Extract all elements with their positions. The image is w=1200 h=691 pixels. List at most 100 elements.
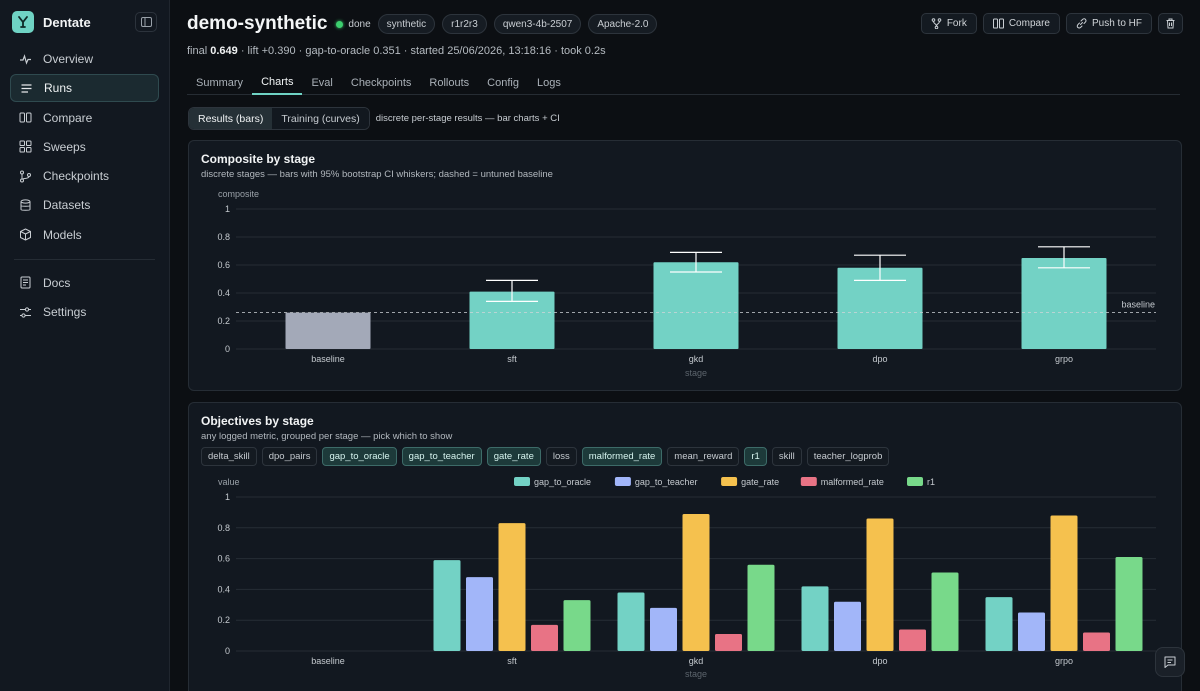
bar-malformed_rate-sft [531, 624, 558, 651]
push-to-hf-button[interactable]: Push to HF [1065, 13, 1152, 34]
metric-chips: delta_skill dpo_pairs gap_to_oracle gap_to_… [201, 447, 894, 466]
sidebar-divider [14, 258, 155, 260]
bar-gate_rate-sft [498, 523, 526, 651]
card-subtitle: discrete stages — bars with 95% bootstra… [201, 169, 553, 180]
composite-chart: 0 0.2 0.4 0.6 0.8 1 composite baseline sft gkd dpo… [217, 189, 1156, 378]
legend-label: malformed_rate [821, 477, 884, 487]
metric-chip-gate-rate[interactable]: gate_rate [486, 447, 541, 466]
results-bars-toggle[interactable]: Results (bars) [189, 108, 273, 129]
composite-card: Composite by stage discrete stages — bar… [188, 140, 1182, 391]
x-tick-label: baseline [311, 354, 345, 364]
sidebar-item-checkpoints[interactable]: Checkpoints [10, 162, 159, 190]
bar-r1-sft [563, 600, 591, 651]
y-tick-label: 0.8 [217, 232, 230, 242]
brand[interactable]: Dentate [12, 11, 91, 33]
metric-chip-mean-reward[interactable]: mean_reward [667, 447, 740, 466]
bar-grpo [1021, 258, 1107, 349]
training-curves-toggle[interactable]: Training (curves) [272, 108, 369, 129]
chart-legend: gap_to_oracle gap_to_teacher gate_rate malf… [514, 477, 935, 487]
objectives-chart: 0 0.2 0.4 0.6 0.8 1 value gap_to_oracle gap_to_t… [217, 477, 1156, 679]
metric-chip-loss[interactable]: loss [545, 447, 577, 466]
main-content: demo-synthetic done synthetic r1r2r3 qwe… [170, 0, 1200, 691]
bar-gate_rate-grpo [1050, 515, 1078, 651]
sidebar-item-datasets[interactable]: Datasets [10, 191, 159, 219]
sidebar-item-label: Settings [43, 305, 87, 320]
tab-logs[interactable]: Logs [536, 76, 561, 89]
metric-chip-malformed-rate[interactable]: malformed_rate [581, 447, 663, 466]
list-icon [20, 82, 33, 95]
metric-chip-teacher-logprob[interactable]: teacher_logprob [806, 447, 890, 466]
tab-rollouts[interactable]: Rollouts [429, 76, 470, 89]
x-tick-label: dpo [872, 354, 887, 364]
final-label: final [187, 45, 208, 57]
metric-chip-skill[interactable]: skill [771, 447, 802, 466]
sidebar-item-label: Overview [43, 52, 94, 66]
sidebar-item-settings[interactable]: Settings [10, 298, 159, 326]
sidebar-item-sweeps[interactable]: Sweeps [10, 133, 159, 161]
legend-label: gap_to_teacher [635, 477, 698, 487]
tab-charts[interactable]: Charts [252, 70, 303, 95]
metric-chip-r1[interactable]: r1 [744, 447, 767, 466]
sidebar-item-compare[interactable]: Compare [10, 104, 159, 132]
compare-button[interactable]: Compare [982, 13, 1060, 34]
metric-chip-gap-to-oracle[interactable]: gap_to_oracle [322, 447, 397, 466]
tab-config[interactable]: Config [487, 76, 519, 89]
chat-button[interactable] [1155, 647, 1185, 677]
run-tag[interactable]: Apache-2.0 [588, 14, 658, 34]
bar-gap_to_teacher-gkd [650, 607, 677, 651]
legend-swatch [907, 477, 923, 486]
sidebar-item-label: Runs [44, 81, 73, 96]
sidebar-item-label: Sweeps [43, 139, 86, 154]
run-tag[interactable]: r1r2r3 [442, 14, 487, 34]
sidebar-item-docs[interactable]: Docs [10, 269, 159, 297]
bar-gap_to_teacher-sft [466, 577, 493, 651]
trash-icon [1166, 18, 1175, 29]
sliders-icon [19, 306, 32, 319]
x-tick-label: baseline [311, 656, 345, 666]
x-axis-label: stage [685, 368, 707, 378]
sidebar-item-overview[interactable]: Overview [10, 45, 159, 73]
card-title: Composite by stage [201, 152, 316, 166]
metric-chip-delta-skill[interactable]: delta_skill [201, 447, 257, 466]
run-tabs: Summary Charts Eval Checkpoints Rollouts… [187, 70, 1180, 95]
bar-malformed_rate-grpo [1083, 632, 1110, 651]
tab-summary[interactable]: Summary [196, 76, 244, 89]
metric-chip-dpo-pairs[interactable]: dpo_pairs [261, 447, 318, 466]
bar-malformed_rate-gkd [715, 634, 742, 651]
legend-swatch [721, 477, 738, 486]
bar-malformed_rate-dpo [899, 629, 926, 651]
bar-gate_rate-gkd [682, 513, 710, 651]
tab-eval[interactable]: Eval [311, 76, 333, 89]
columns-icon [19, 111, 32, 124]
baseline-label: baseline [1121, 300, 1155, 310]
metric-chip-gap-to-teacher[interactable]: gap_to_teacher [401, 447, 482, 466]
objectives-card: Objectives by stage any logged metric, g… [188, 402, 1182, 691]
y-tick-label: 1 [225, 204, 230, 214]
status-badge: done [336, 18, 371, 30]
sidebar-item-label: Compare [43, 110, 93, 125]
sidebar-item-label: Models [43, 227, 82, 242]
legend-swatch [514, 477, 530, 486]
y-tick-label: 0.4 [217, 584, 230, 594]
x-tick-label: gkd [689, 354, 704, 364]
delete-button[interactable] [1158, 13, 1183, 34]
collapse-sidebar-button[interactable] [135, 12, 157, 32]
sidebar-item-runs[interactable]: Runs [10, 74, 159, 103]
bar-gap_to_teacher-dpo [834, 601, 861, 651]
bar-r1-grpo [1115, 557, 1143, 651]
fork-button[interactable]: Fork [920, 13, 977, 34]
bar-gap_to_oracle-gkd [617, 592, 645, 651]
run-tag[interactable]: qwen3-4b-2507 [493, 14, 582, 34]
bar-gap_to_oracle-dpo [801, 586, 829, 651]
sidebar-item-models[interactable]: Models [10, 221, 159, 249]
run-tag[interactable]: synthetic [377, 14, 436, 34]
legend-label: gate_rate [741, 477, 779, 487]
bar-gap_to_oracle-grpo [985, 597, 1013, 651]
tab-checkpoints[interactable]: Checkpoints [350, 76, 412, 89]
bar-r1-gkd [747, 564, 775, 651]
page-title: demo-synthetic [187, 13, 328, 34]
status-label: done [348, 18, 371, 30]
y-tick-label: 0.6 [217, 260, 230, 270]
x-tick-label: grpo [1055, 354, 1073, 364]
status-dot-icon [336, 20, 344, 28]
